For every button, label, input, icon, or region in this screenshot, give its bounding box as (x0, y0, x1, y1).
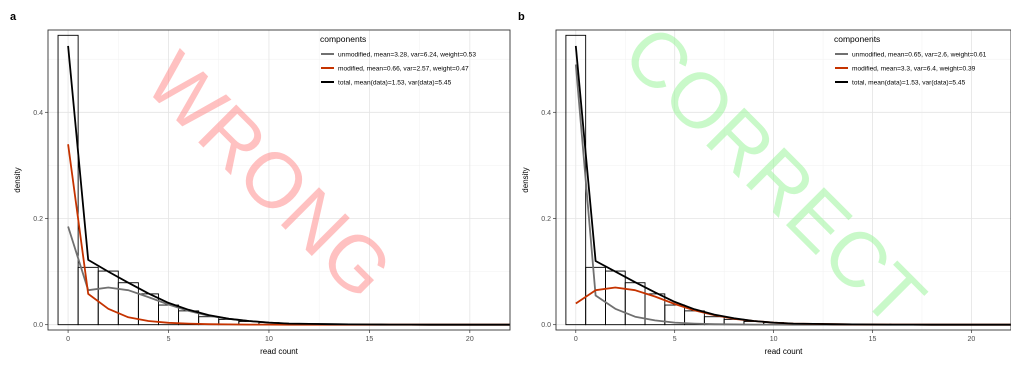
y-tick-label: 0.2 (33, 216, 43, 223)
legend-label-0: unmodified, mean=0.65, var=2.6, weight=0… (852, 51, 987, 58)
legend: components unmodified, mean=0.65, var=2.6… (834, 34, 987, 86)
x-tick-label: 10 (770, 336, 778, 343)
panel-a: a WRONG 0 5 10 15 20 0.0 0.2 0.4 read count density… (10, 11, 510, 356)
x-tick-label: 0 (66, 336, 70, 343)
y-tick-label: 0.0 (541, 322, 551, 329)
x-tick-label: 15 (365, 336, 373, 343)
histogram-bar (78, 267, 98, 324)
series-line-1 (576, 288, 1011, 325)
x-tick-label: 20 (968, 336, 976, 343)
legend-label-2: total, mean(data)=1.53, var(data)=5.45 (338, 79, 452, 86)
y-tick-label: 0.2 (541, 216, 551, 223)
legend-label-2: total, mean(data)=1.53, var(data)=5.45 (852, 79, 966, 86)
legend-title: components (834, 34, 880, 44)
panel-label: a (10, 11, 17, 23)
x-axis-title: read count (765, 347, 804, 356)
legend: components unmodified, mean=3.28, var=6.2… (320, 34, 476, 86)
y-tick-label: 0.4 (541, 110, 551, 117)
histogram-bar (98, 271, 118, 325)
x-tick-label: 15 (869, 336, 877, 343)
y-axis-title: density (13, 167, 22, 192)
x-tick-label: 5 (673, 336, 677, 343)
x-axis-title: read count (260, 347, 299, 356)
x-tick-label: 0 (574, 336, 578, 343)
histogram-bar (605, 271, 625, 325)
y-axis-title: density (521, 167, 530, 192)
x-tick-label: 10 (265, 336, 273, 343)
watermark-text: WRONG (130, 36, 410, 316)
x-tick-label: 20 (466, 336, 474, 343)
legend-title: components (320, 34, 366, 44)
y-tick-label: 0.4 (33, 110, 43, 117)
x-tick-label: 5 (167, 336, 171, 343)
legend-label-1: modified, mean=0.66, var=2.57, weight=0.… (338, 65, 469, 72)
panel-label: b (518, 11, 525, 23)
legend-label-1: modified, mean=3.3, var=6.4, weight=0.39 (852, 65, 976, 72)
legend-label-0: unmodified, mean=3.28, var=6.24, weight=… (338, 51, 476, 58)
y-tick-label: 0.0 (33, 322, 43, 329)
